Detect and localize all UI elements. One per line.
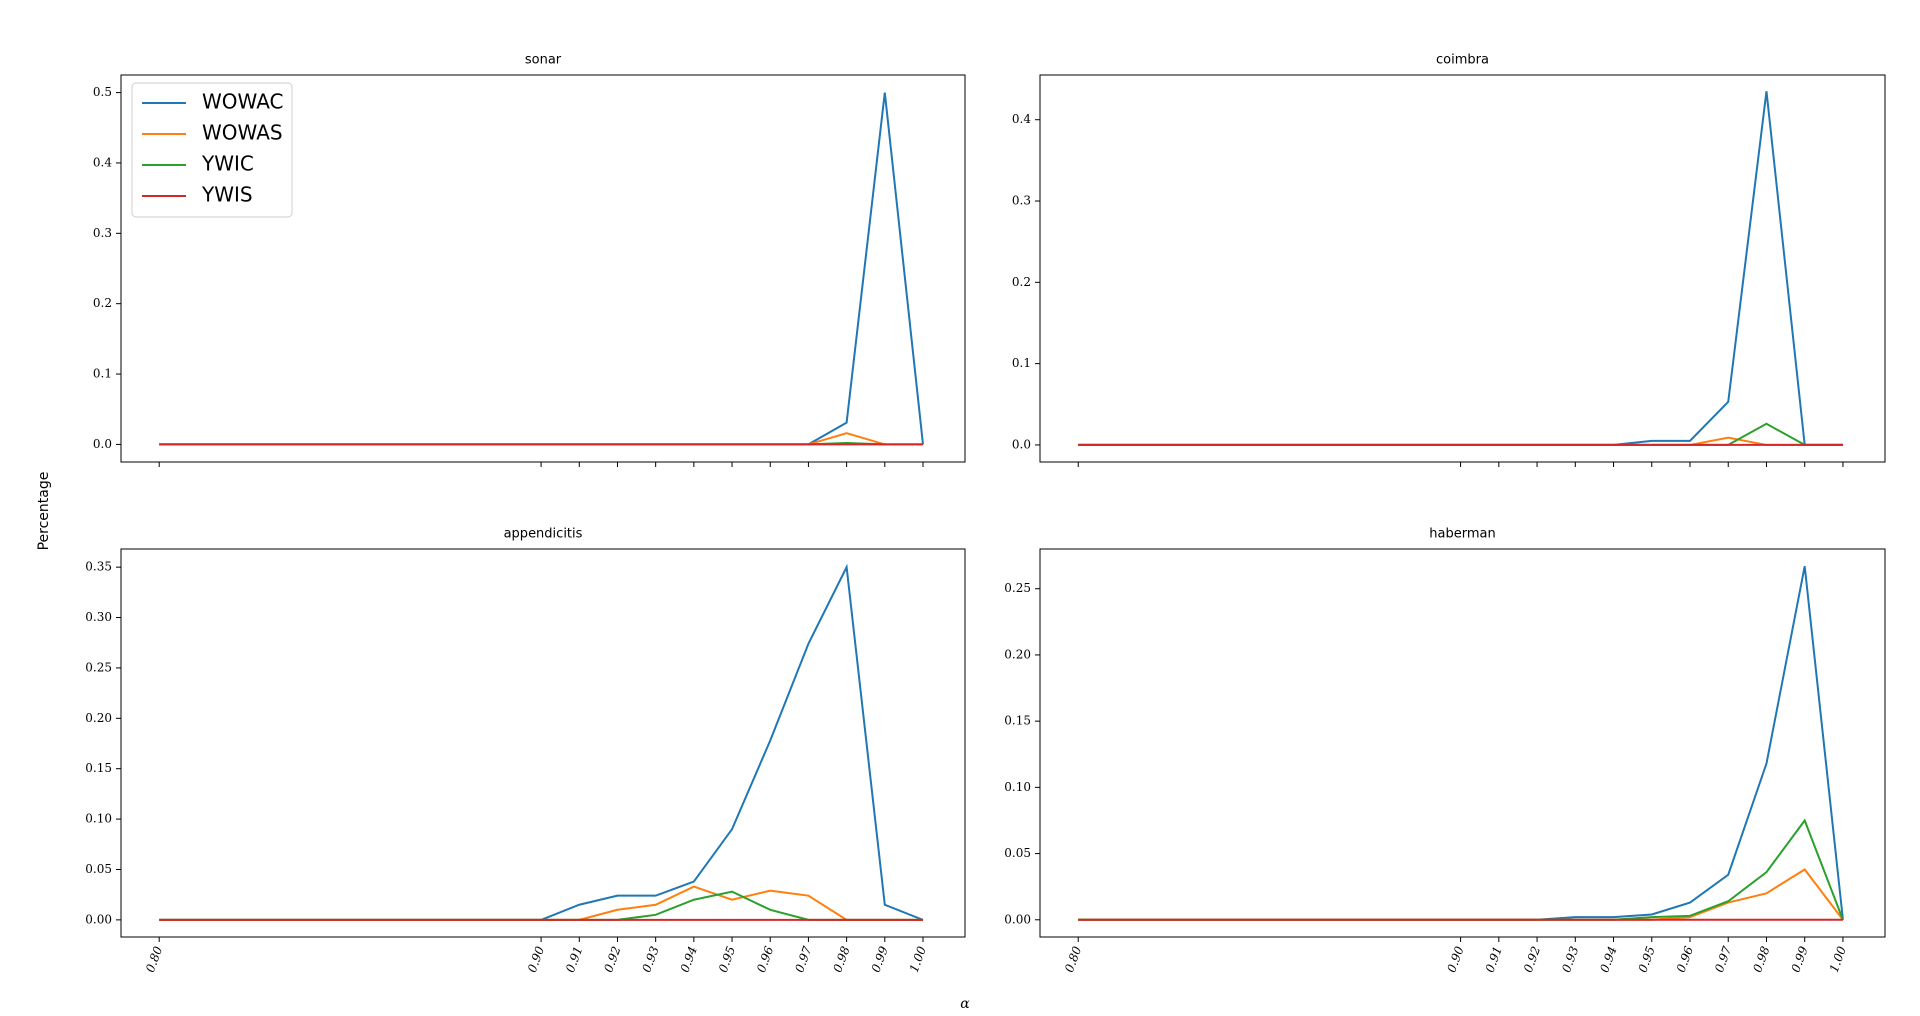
series-line bbox=[159, 563, 924, 921]
x-tick-label: 0.92 bbox=[601, 944, 623, 974]
series-line bbox=[1078, 868, 1844, 921]
plot-frame bbox=[1039, 548, 1886, 938]
x-tick-label: 0.80 bbox=[143, 944, 165, 974]
y-tick-label: 0.25 bbox=[1004, 581, 1031, 595]
y-tick-label: 0.2 bbox=[1012, 275, 1031, 289]
y-tick-label: 0.30 bbox=[85, 610, 112, 624]
legend-label: YWIS bbox=[201, 183, 253, 207]
y-tick-label: 0.3 bbox=[93, 226, 112, 240]
y-tick-label: 0.20 bbox=[85, 711, 112, 725]
x-tick-label: 1.00 bbox=[907, 944, 929, 974]
y-tick-label: 0.05 bbox=[85, 862, 112, 876]
chart-title: coimbra bbox=[1436, 53, 1489, 68]
x-tick-label: 0.99 bbox=[1789, 944, 1811, 974]
x-tick-label: 1.00 bbox=[1827, 944, 1849, 974]
x-tick-label: 0.93 bbox=[1559, 944, 1581, 974]
y-tick-label: 0.35 bbox=[85, 560, 112, 574]
y-tick-label: 0.25 bbox=[85, 660, 112, 674]
legend: WOWAC WOWAS YWIC YWIS bbox=[131, 82, 293, 218]
y-tick-label: 0.4 bbox=[93, 155, 112, 169]
y-tick-label: 0.10 bbox=[1004, 780, 1031, 794]
y-tick-label: 0.00 bbox=[85, 912, 112, 926]
series-line bbox=[159, 885, 923, 921]
x-tick-label: 0.98 bbox=[830, 944, 852, 974]
x-tick-label: 0.91 bbox=[1483, 944, 1505, 974]
series-line bbox=[1078, 422, 1843, 446]
y-tick-label: 0.5 bbox=[93, 85, 112, 99]
y-tick-label: 0.15 bbox=[85, 761, 112, 775]
plot-frame bbox=[120, 548, 966, 938]
x-tick-label: 0.94 bbox=[678, 944, 700, 974]
x-tick-label: 0.96 bbox=[754, 944, 776, 974]
legend-label: YWIC bbox=[201, 152, 254, 176]
x-tick-label: 0.98 bbox=[1750, 944, 1772, 974]
y-tick-label: 0.1 bbox=[1012, 356, 1031, 370]
y-tick-label: 0.00 bbox=[1004, 912, 1031, 926]
x-tick-label: 0.91 bbox=[563, 944, 585, 974]
x-tick-label: 0.80 bbox=[1062, 944, 1084, 974]
legend-label: WOWAC bbox=[202, 90, 284, 114]
y-tick-label: 0.1 bbox=[93, 367, 112, 381]
x-tick-label: 0.90 bbox=[1444, 944, 1466, 974]
y-tick-label: 0.15 bbox=[1004, 714, 1031, 728]
series-line bbox=[1078, 566, 1844, 921]
y-tick-label: 0.0 bbox=[1012, 437, 1031, 451]
series-line bbox=[159, 432, 923, 446]
y-tick-label: 0.3 bbox=[1012, 194, 1031, 208]
x-tick-label: 0.96 bbox=[1674, 944, 1696, 974]
plot-frame bbox=[1039, 74, 1886, 463]
x-tick-label: 0.93 bbox=[639, 944, 661, 974]
chart-title: appendicitis bbox=[504, 527, 583, 542]
x-tick-label: 0.99 bbox=[869, 944, 891, 974]
x-tick-label: 0.95 bbox=[716, 944, 738, 974]
legend-box bbox=[131, 82, 293, 218]
x-axis-label: α bbox=[960, 996, 970, 1012]
y-tick-label: 0.4 bbox=[1012, 112, 1031, 126]
legend-label: WOWAS bbox=[202, 121, 283, 145]
y-tick-label: 0.20 bbox=[1004, 647, 1031, 661]
x-tick-label: 0.94 bbox=[1597, 944, 1619, 974]
series-line bbox=[1078, 818, 1844, 921]
y-tick-label: 0.0 bbox=[93, 437, 112, 451]
x-tick-label: 0.95 bbox=[1636, 944, 1658, 974]
x-tick-label: 0.97 bbox=[792, 944, 814, 974]
y-axis-label: Percentage bbox=[36, 472, 52, 551]
y-tick-label: 0.05 bbox=[1004, 846, 1031, 860]
plot-frame bbox=[120, 74, 966, 463]
series-line bbox=[1078, 91, 1843, 446]
chart-title: sonar bbox=[525, 53, 562, 68]
x-tick-label: 0.97 bbox=[1712, 944, 1734, 974]
x-tick-label: 0.92 bbox=[1521, 944, 1543, 974]
x-tick-label: 0.90 bbox=[525, 944, 547, 974]
chart-title: haberman bbox=[1429, 527, 1495, 542]
y-tick-label: 0.10 bbox=[85, 812, 112, 826]
y-tick-label: 0.2 bbox=[93, 296, 112, 310]
